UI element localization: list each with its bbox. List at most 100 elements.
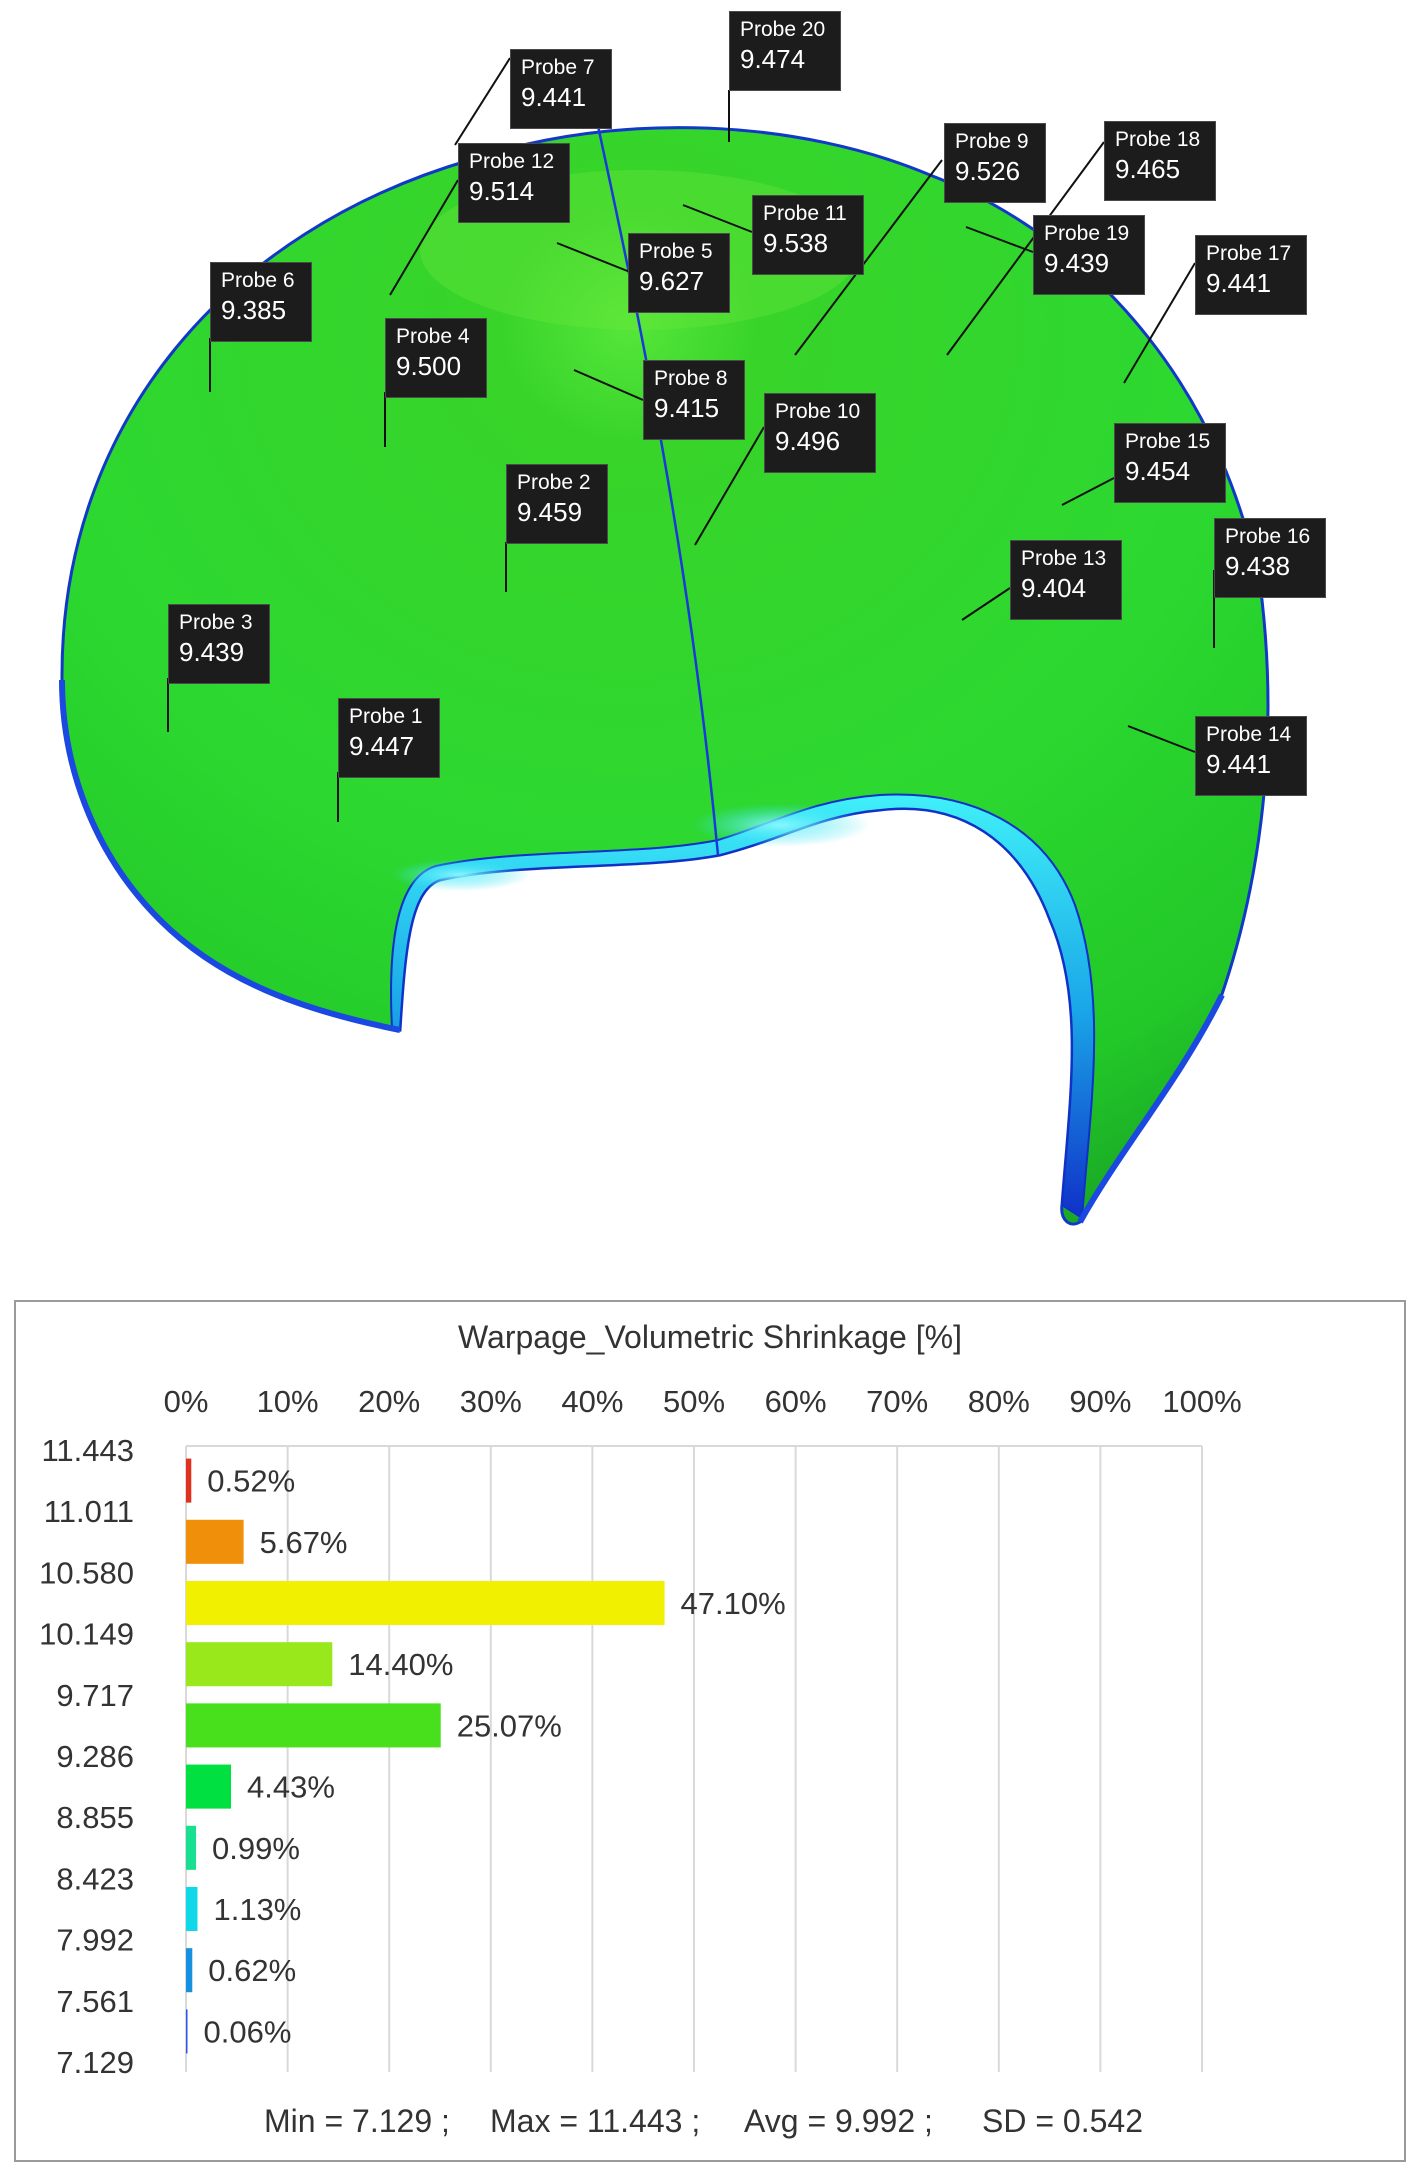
- bar-value-label: 0.62%: [208, 1953, 296, 1988]
- probe-name: Probe 15: [1125, 430, 1211, 453]
- bin-edge-labels: 11.443 11.011 10.580 10.149 9.717 9.286 8.855 8…: [39, 1433, 134, 2080]
- probe-label-13[interactable]: Probe 13 9.404: [1010, 540, 1122, 620]
- x-tick-label: 50%: [663, 1384, 725, 1419]
- probe-label-3[interactable]: Probe 3 9.439: [168, 604, 270, 684]
- probe-name: Probe 8: [654, 367, 728, 390]
- bin-edge-label: 11.011: [44, 1494, 134, 1529]
- bar: [186, 1519, 244, 1564]
- probe-value: 9.415: [654, 393, 720, 423]
- bar: [186, 1703, 441, 1748]
- stat-avg: Avg = 9.992 ;: [744, 2103, 933, 2139]
- x-tick-label: 0%: [164, 1384, 209, 1419]
- probe-label-18[interactable]: Probe 18 9.465: [1104, 121, 1216, 201]
- bar: [186, 1458, 192, 1503]
- probe-label-15[interactable]: Probe 15 9.454: [1114, 423, 1226, 503]
- x-tick-label: 100%: [1162, 1384, 1241, 1419]
- probe-name: Probe 12: [469, 150, 555, 173]
- probe-label-9[interactable]: Probe 9 9.526: [944, 123, 1046, 203]
- probe-label-6[interactable]: Probe 6 9.385: [210, 262, 312, 342]
- stat-max: Max = 11.443 ;: [490, 2103, 700, 2139]
- cutout-rim: [390, 793, 1096, 1220]
- bar: [186, 1825, 197, 1870]
- probe-name: Probe 5: [639, 240, 713, 263]
- result-histogram-panel: Warpage_Volumetric Shrinkage [%] 0% 10% 20…: [14, 1300, 1406, 2162]
- cyan-glow-2: [390, 859, 530, 891]
- probe-value: 9.385: [221, 295, 287, 325]
- part-model: [59, 57, 1270, 1226]
- probe-label-4[interactable]: Probe 4 9.500: [385, 318, 487, 398]
- probe-label-14[interactable]: Probe 14 9.441: [1195, 716, 1307, 796]
- probe-label-1[interactable]: Probe 1 9.447: [338, 698, 440, 778]
- stat-min: Min = 7.129 ;: [264, 2103, 450, 2139]
- shell-edge-left: [59, 679, 401, 1033]
- probe-leader-lines: [167, 57, 1215, 822]
- probe-name: Probe 4: [396, 325, 470, 348]
- bar: [186, 1886, 198, 1932]
- bar-value-label: 0.06%: [204, 2014, 292, 2049]
- x-axis-ticks: 0% 10% 20% 30% 40% 50% 60% 70% 80% 90% 100%: [164, 1384, 1242, 1419]
- probe-label-19[interactable]: Probe 19 9.439: [1033, 215, 1145, 295]
- probe-name: Probe 6: [221, 269, 295, 292]
- model-viewport[interactable]: Probe 1 9.447 Probe 2 9.459 Probe 3 9.43…: [0, 0, 1416, 1260]
- probe-name: Probe 1: [349, 705, 423, 728]
- probe-value: 9.441: [1206, 268, 1272, 298]
- probe-name: Probe 14: [1206, 723, 1292, 746]
- bin-edge-label: 7.561: [56, 1984, 134, 2019]
- probe-label-20[interactable]: Probe 20 9.474: [729, 11, 841, 91]
- bin-edge-label: 8.423: [56, 1861, 134, 1896]
- probe-value: 9.404: [1021, 573, 1087, 603]
- probe-label-12[interactable]: Probe 12 9.514: [458, 143, 570, 223]
- probe-value: 9.447: [349, 731, 415, 761]
- probe-value: 9.439: [179, 637, 245, 667]
- bar-value-label: 5.67%: [260, 1525, 348, 1560]
- shell-edge-right: [1077, 993, 1225, 1224]
- bar: [186, 1948, 193, 1993]
- bar: [186, 1764, 232, 1809]
- bin-edge-label: 7.129: [56, 2045, 134, 2080]
- bin-edge-label: 10.149: [39, 1617, 134, 1652]
- probe-value: 9.465: [1115, 154, 1181, 184]
- probe-label-11[interactable]: Probe 11 9.538: [752, 195, 864, 275]
- probe-name: Probe 17: [1206, 242, 1292, 265]
- probe-name: Probe 3: [179, 611, 253, 634]
- x-tick-label: 30%: [460, 1384, 522, 1419]
- probe-name: Probe 19: [1044, 222, 1130, 245]
- probe-value: 9.538: [763, 228, 829, 258]
- probe-label-8[interactable]: Probe 8 9.415: [643, 360, 745, 440]
- probe-value: 9.474: [740, 44, 806, 74]
- bar: [186, 1580, 665, 1626]
- bar-value-label: 1.13%: [213, 1892, 301, 1927]
- stat-sd: SD = 0.542: [982, 2103, 1143, 2139]
- probe-name: Probe 20: [740, 18, 826, 41]
- probe-label-7[interactable]: Probe 7 9.441: [510, 49, 612, 129]
- x-tick-label: 60%: [765, 1384, 827, 1419]
- probe-name: Probe 18: [1115, 128, 1201, 151]
- bar: [186, 1642, 333, 1687]
- probe-name: Probe 16: [1225, 525, 1311, 548]
- probe-name: Probe 2: [517, 471, 591, 494]
- probe-value: 9.500: [396, 351, 462, 381]
- x-tick-label: 40%: [561, 1384, 623, 1419]
- probe-label-16[interactable]: Probe 16 9.438: [1214, 518, 1326, 598]
- probe-value: 9.496: [775, 426, 841, 456]
- probe-name: Probe 9: [955, 130, 1029, 153]
- probe-value: 9.439: [1044, 248, 1110, 278]
- probe-value: 9.441: [521, 82, 587, 112]
- probe-label-2[interactable]: Probe 2 9.459: [506, 464, 608, 544]
- bar-value-label: 0.99%: [212, 1831, 300, 1866]
- probe-value: 9.441: [1206, 749, 1272, 779]
- bin-edge-label: 11.443: [41, 1433, 134, 1468]
- probe-value: 9.627: [639, 266, 705, 296]
- probe-label-5[interactable]: Probe 5 9.627: [628, 233, 730, 313]
- bin-edge-label: 8.855: [56, 1800, 134, 1835]
- stats-line: Min = 7.129 ; Max = 11.443 ; Avg = 9.992…: [264, 2103, 1143, 2139]
- bar-value-label: 14.40%: [348, 1647, 453, 1682]
- probe-label-10[interactable]: Probe 10 9.496: [764, 393, 876, 473]
- chart-title: Warpage_Volumetric Shrinkage [%]: [458, 1319, 962, 1355]
- probe-label-17[interactable]: Probe 17 9.441: [1195, 235, 1307, 315]
- cyan-glow-1: [690, 803, 870, 847]
- probe-name: Probe 10: [775, 400, 861, 423]
- bin-edge-label: 9.717: [56, 1678, 134, 1713]
- seam-line: [593, 111, 720, 856]
- x-tick-label: 80%: [968, 1384, 1030, 1419]
